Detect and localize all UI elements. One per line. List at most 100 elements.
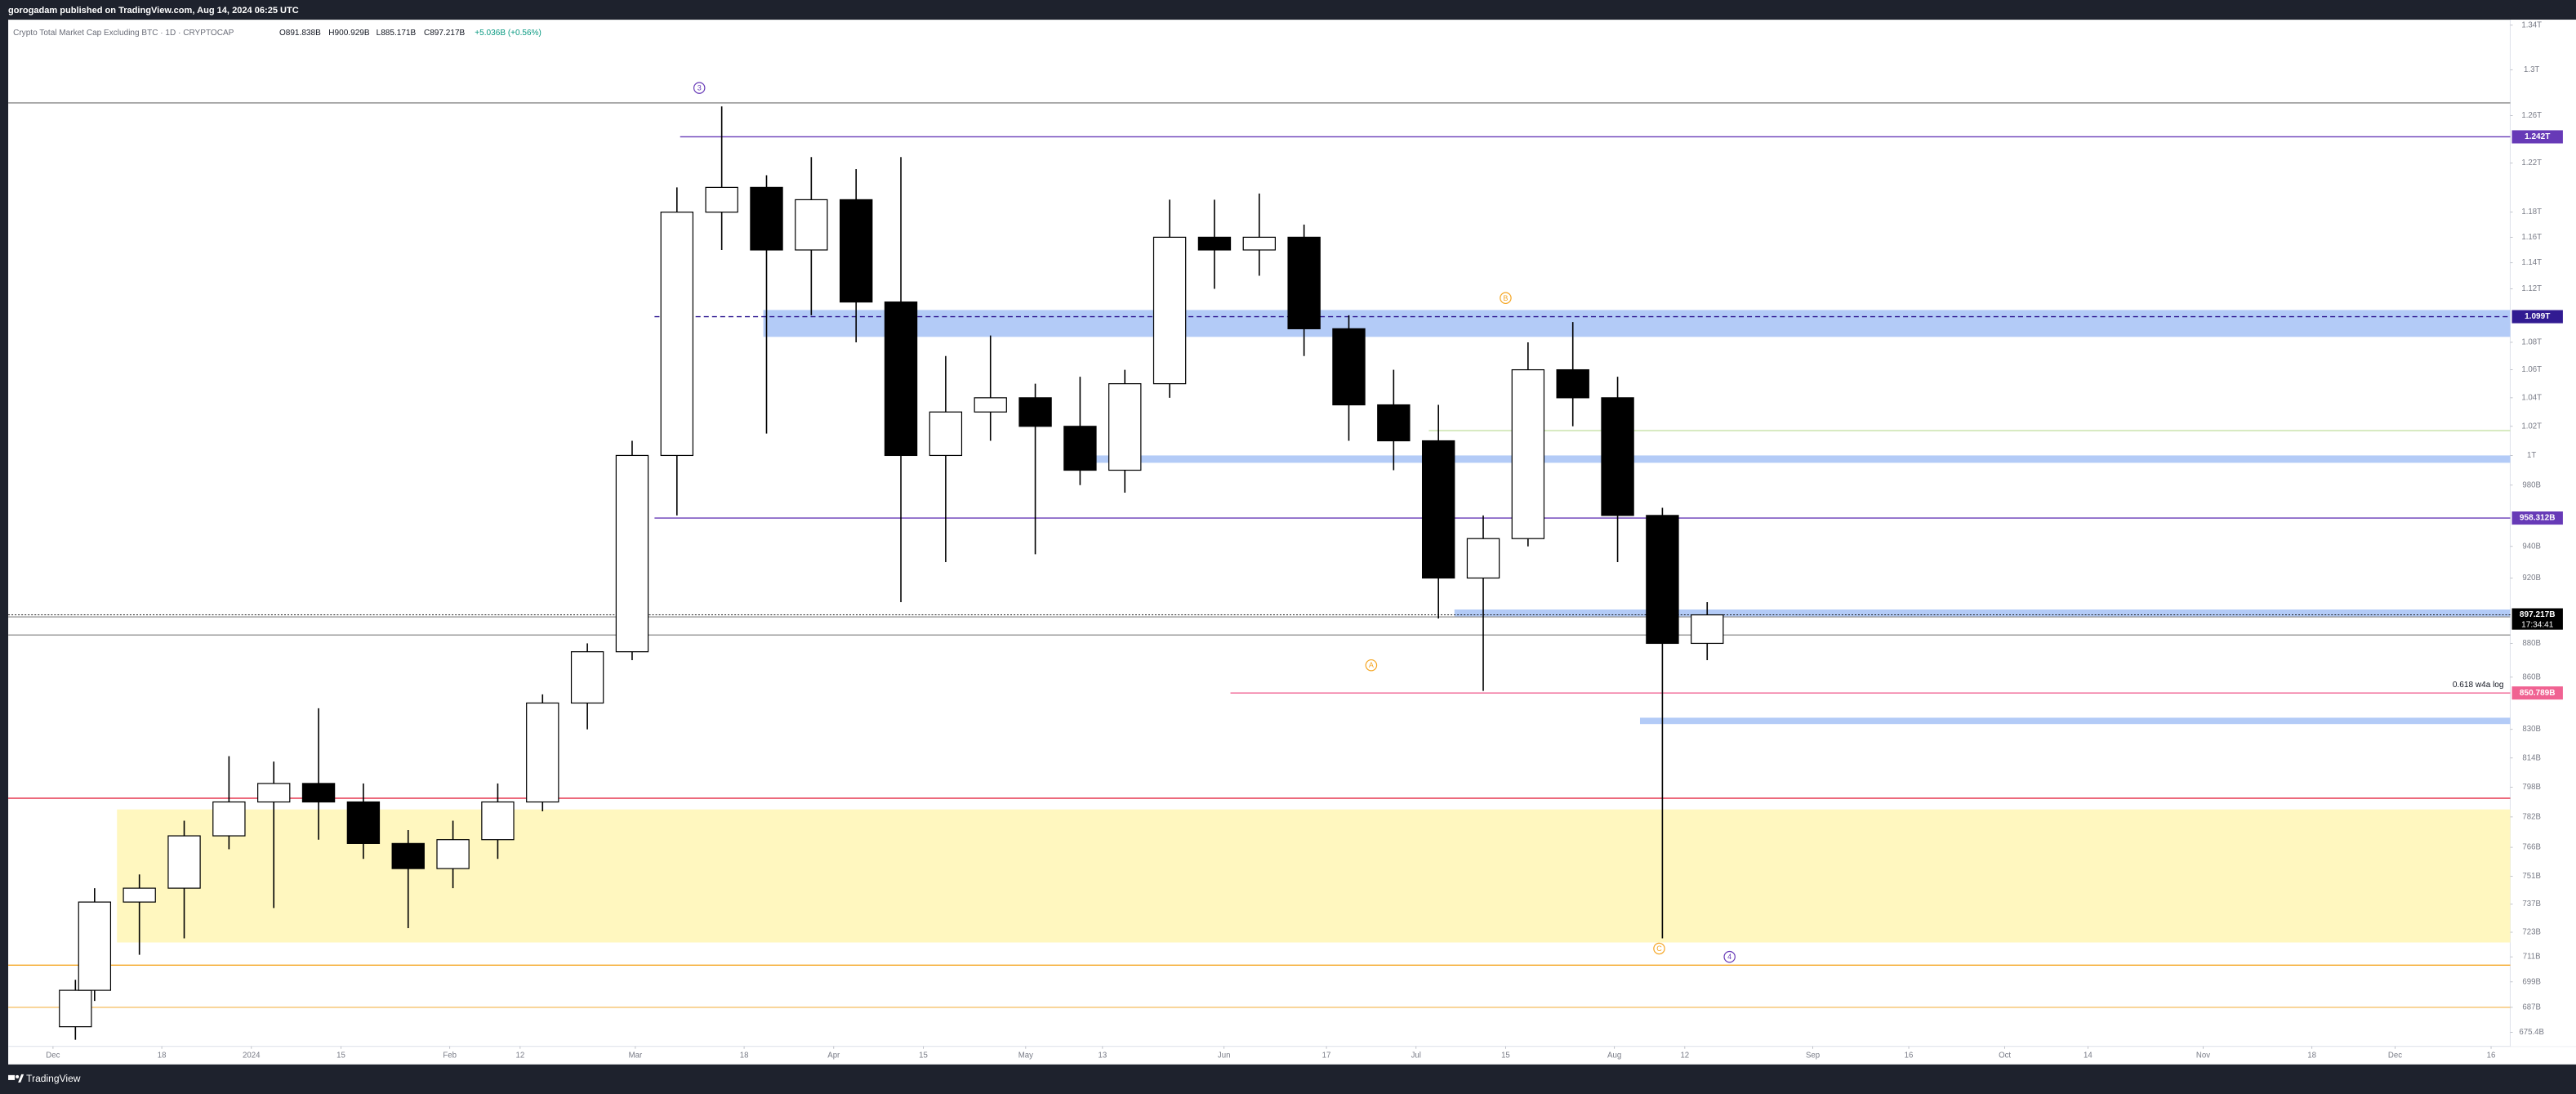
x-tick-label: Aug — [1607, 1051, 1621, 1060]
y-tick-label: 1.18T — [2521, 208, 2542, 217]
y-tick-label: 1.16T — [2521, 233, 2542, 242]
candle-body — [840, 199, 873, 303]
wave-label: C — [1656, 944, 1662, 953]
wave-marker — [1365, 659, 1378, 672]
y-tick-label: 1.06T — [2521, 365, 2542, 374]
y-tick-label: 711B — [2523, 953, 2541, 962]
x-tick-label: 15 — [919, 1051, 928, 1060]
y-tick-label: 1.3T — [2524, 65, 2539, 74]
candle-body — [1421, 440, 1455, 579]
x-tick-label: 2024 — [243, 1051, 261, 1060]
price-tag — [2511, 310, 2563, 324]
x-tick-label: 18 — [2307, 1051, 2316, 1060]
y-tick-label: 1.08T — [2521, 338, 2542, 347]
wave-label: 3 — [697, 84, 702, 92]
price-axis — [2511, 20, 2576, 1047]
candle-body — [1691, 614, 1724, 645]
price-tag — [2511, 511, 2563, 525]
candle-body — [346, 801, 381, 844]
candle-body — [1108, 383, 1142, 471]
y-tick-label: 830B — [2522, 725, 2541, 734]
candle-body — [795, 199, 828, 251]
x-tick-label: Feb — [443, 1051, 457, 1060]
zone — [117, 809, 2511, 943]
candle-body — [391, 842, 425, 869]
candle-body — [1646, 515, 1679, 645]
candle-body — [1018, 397, 1052, 427]
y-tick-label: 798B — [2522, 783, 2541, 792]
candle-body — [1377, 404, 1411, 442]
y-tick-label: 980B — [2522, 480, 2541, 489]
candle-body — [660, 212, 694, 457]
candle-body — [436, 839, 470, 869]
y-tick-label: 723B — [2522, 928, 2541, 937]
candle-body — [884, 301, 918, 457]
price-tag — [2511, 130, 2563, 144]
candle-body — [1242, 236, 1276, 251]
x-tick-label: 13 — [1098, 1051, 1107, 1060]
candle-body — [1556, 368, 1589, 399]
x-tick-label: Apr — [827, 1051, 840, 1060]
y-tick-label: 675.4B — [2519, 1028, 2544, 1037]
y-tick-label: 1.12T — [2521, 284, 2542, 293]
x-tick-label: 12 — [1680, 1051, 1689, 1060]
candle-body — [59, 989, 92, 1028]
wave-label: B — [1503, 294, 1508, 302]
x-tick-label: Dec — [2388, 1051, 2402, 1060]
wave-marker — [1653, 942, 1665, 955]
wave-marker — [1500, 292, 1512, 305]
footer-brand: TradingView — [26, 1073, 81, 1084]
level-note: 0.618 w4a log — [2453, 681, 2504, 690]
candle-body — [1197, 236, 1232, 251]
zone — [1070, 455, 2511, 463]
y-tick-label: 737B — [2522, 900, 2541, 909]
x-tick-label: 17 — [1322, 1051, 1331, 1060]
price-tag — [2511, 608, 2563, 630]
candle-body — [257, 783, 291, 803]
candle-body — [167, 835, 201, 889]
candle-body — [1466, 538, 1500, 579]
y-tick-label: 1.02T — [2521, 422, 2542, 431]
candle-body — [1063, 426, 1097, 471]
legend-value: +5.036B (+0.56%) — [475, 29, 541, 38]
candle-body — [78, 901, 112, 991]
logo — [8, 1074, 25, 1083]
price-tag — [2511, 686, 2563, 700]
y-tick-label: 1.26T — [2521, 111, 2542, 120]
candle-body — [750, 186, 783, 251]
y-tick-label: 1.14T — [2521, 258, 2542, 267]
price-tag-label: 1.242T — [2525, 132, 2551, 141]
zone — [763, 310, 2511, 337]
y-tick-label: 940B — [2522, 542, 2541, 551]
zone — [1639, 717, 2511, 725]
candle-body — [1332, 328, 1366, 406]
y-tick-label: 687B — [2522, 1002, 2541, 1011]
y-tick-label: 1T — [2527, 451, 2536, 460]
candle-body — [1152, 236, 1187, 385]
y-tick-label: 1.22T — [2521, 159, 2542, 167]
x-tick-label: 18 — [740, 1051, 749, 1060]
logo-part — [8, 1074, 16, 1080]
candle-body — [301, 783, 336, 803]
y-tick-label: 880B — [2522, 639, 2541, 648]
legend-value: H900.929B — [328, 29, 370, 38]
price-tag-label: 1.099T — [2525, 312, 2551, 321]
wave-marker — [1723, 950, 1736, 963]
wave-marker — [693, 82, 706, 94]
y-tick-label: 1.34T — [2521, 20, 2542, 29]
x-tick-label: 14 — [2084, 1051, 2092, 1060]
y-tick-label: 699B — [2522, 977, 2541, 986]
wave-label: 4 — [1727, 953, 1731, 961]
candle-body — [526, 702, 559, 803]
y-tick-label: 1.04T — [2521, 393, 2542, 402]
candle-body — [1287, 236, 1321, 329]
x-tick-label: Jun — [1218, 1051, 1231, 1060]
x-tick-label: Nov — [2196, 1051, 2210, 1060]
logo-part — [18, 1074, 25, 1083]
legend-value: L885.171B — [377, 29, 417, 38]
candle-body — [929, 411, 963, 457]
y-tick-label: 766B — [2522, 843, 2541, 852]
y-tick-label: 814B — [2522, 753, 2541, 762]
